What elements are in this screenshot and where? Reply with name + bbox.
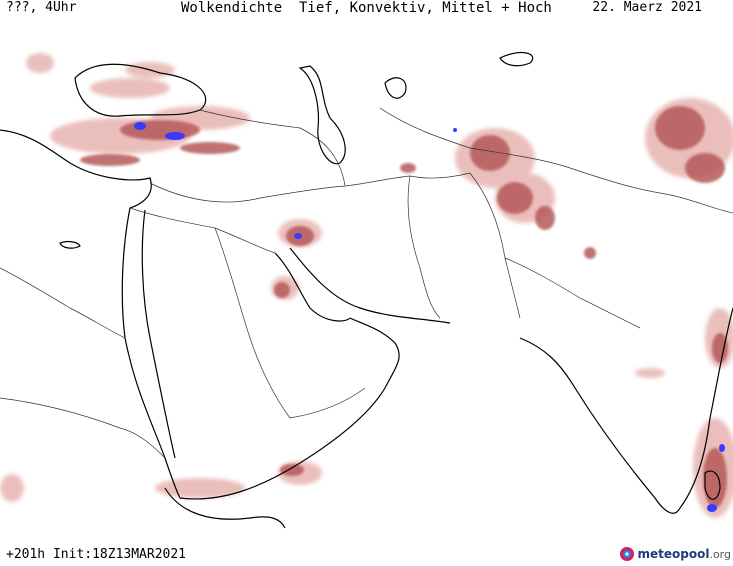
valid-date-label: 22. Maerz 2021 <box>592 0 702 15</box>
valid-day-label: ???, 4Uhr <box>6 0 77 15</box>
cloud-layer-medium <box>80 106 728 508</box>
meteopool-logo-icon <box>619 547 634 561</box>
logo-text: meteopool.org <box>638 547 732 561</box>
cloud-layer-light <box>0 53 733 518</box>
forecast-run-label: +201h Init:18Z13MAR2021 <box>6 547 187 562</box>
country-borders <box>0 107 733 459</box>
convective-cells <box>134 122 725 512</box>
coastlines <box>0 51 733 529</box>
meteopool-logo[interactable]: meteopool.org <box>619 544 732 564</box>
map-title: Wolkendichte Tief, Konvektiv, Mittel + H… <box>181 0 552 16</box>
logo-suffix: .org <box>709 548 731 561</box>
logo-main: meteopool <box>637 547 710 561</box>
cloud-density-map <box>0 51 733 529</box>
